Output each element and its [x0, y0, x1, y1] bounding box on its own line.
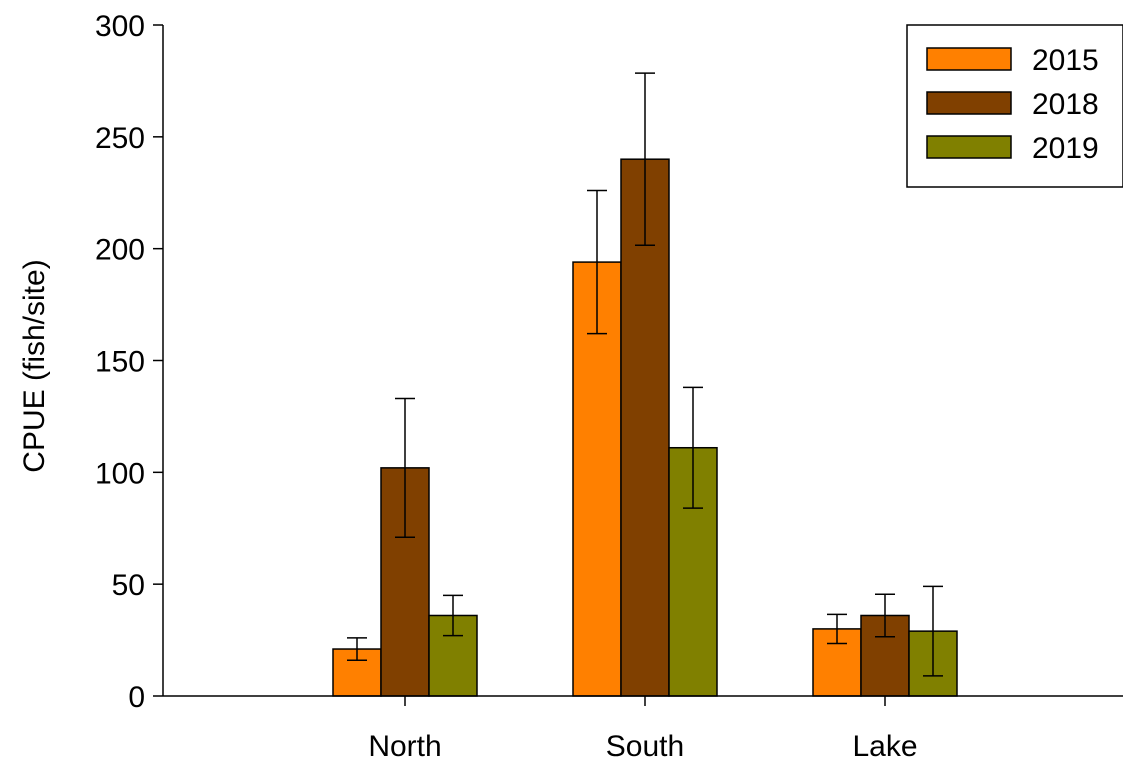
- y-tick-label: 150: [95, 346, 145, 379]
- x-tick-label: North: [368, 730, 441, 763]
- y-tick-label: 50: [112, 569, 145, 602]
- legend-swatch-2015: [926, 47, 1012, 71]
- y-tick-label: 300: [95, 10, 145, 43]
- x-tick-label: Lake: [852, 730, 917, 763]
- x-tick-label: South: [606, 730, 684, 763]
- y-tick-label: 0: [128, 681, 145, 714]
- y-tick-label: 100: [95, 457, 145, 490]
- legend-label-2018: 2018: [1032, 88, 1099, 121]
- y-tick-label: 200: [95, 234, 145, 267]
- y-axis-label: CPUE (fish/site): [18, 259, 51, 472]
- legend-label-2019: 2019: [1032, 132, 1099, 165]
- legend-swatch-2018: [926, 91, 1012, 115]
- y-tick-label: 250: [95, 122, 145, 155]
- legend-swatch-2019: [926, 135, 1012, 159]
- legend: 2015 2018 2019: [906, 24, 1123, 188]
- legend-label-2015: 2015: [1032, 44, 1099, 77]
- plot-area: [332, 72, 958, 697]
- axes: 0 50 100 150 200 250 300 North South Lake: [95, 10, 1123, 763]
